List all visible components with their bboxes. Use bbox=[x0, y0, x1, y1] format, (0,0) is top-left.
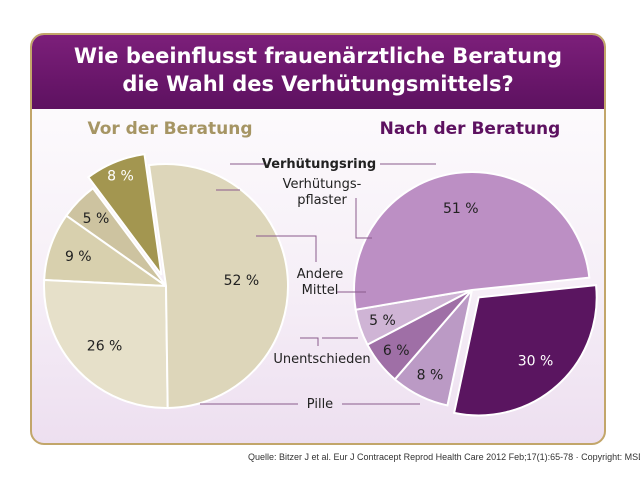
pie-slice-after-1 bbox=[452, 284, 598, 417]
value-label-before-4: 26 % bbox=[87, 338, 123, 354]
category-label-3-line-1: Andere bbox=[297, 267, 343, 282]
value-label-before-1: 8 % bbox=[107, 169, 134, 185]
pie-slice-after-5 bbox=[353, 170, 591, 311]
category-labels: Verhütungsring Verhütungs-pflaster AndereM… bbox=[200, 157, 436, 412]
category-label-4-line-1: Unentschieden bbox=[273, 352, 370, 367]
value-label-before-3: 9 % bbox=[65, 249, 92, 265]
pie-slice-before-1 bbox=[86, 152, 163, 276]
pie-title-before: Vor der Beratung bbox=[87, 119, 252, 139]
value-label-after-1: 30 % bbox=[518, 354, 554, 370]
pie-before: Vor der Beratung 8 % 5 % 9 % 26 % 52 % bbox=[43, 119, 290, 410]
value-label-after-3: 6 % bbox=[383, 343, 410, 359]
pie-title-after: Nach der Beratung bbox=[380, 119, 561, 139]
value-label-before-5: 52 % bbox=[224, 273, 260, 289]
source-citation: Quelle: Bitzer J et al. Eur J Contracept… bbox=[248, 452, 640, 462]
category-label-3-line-2: Mittel bbox=[302, 283, 339, 298]
pie-slice-before-4 bbox=[43, 278, 169, 409]
value-label-before-2: 5 % bbox=[83, 211, 110, 227]
title-band: Wie beeinflusst frauenärztliche Beratung… bbox=[32, 35, 604, 109]
pie-after: Nach der Beratung 30 % 8 % 6 % 5 % 51 % bbox=[353, 119, 598, 417]
value-label-after-4: 5 % bbox=[369, 313, 396, 329]
category-label-2-line-2: pflaster bbox=[297, 193, 347, 208]
connector-line-3-1 bbox=[256, 235, 317, 262]
title-line-2: die Wahl des Verhütungsmittels? bbox=[122, 72, 514, 96]
connector-line-4-1 bbox=[300, 337, 319, 346]
title-line-1: Wie beeinflusst frauenärztliche Beratung bbox=[73, 44, 563, 68]
value-label-after-2: 8 % bbox=[417, 368, 444, 384]
connector-line-2-2 bbox=[355, 198, 372, 239]
pie-slice-before-5 bbox=[147, 163, 290, 410]
category-label-5-line-1: Pille bbox=[307, 397, 333, 412]
value-label-after-5: 51 % bbox=[443, 201, 479, 217]
category-label-2-line-1: Verhütungs- bbox=[283, 177, 362, 192]
category-label-1-line-1: Verhütungsring bbox=[262, 157, 376, 172]
